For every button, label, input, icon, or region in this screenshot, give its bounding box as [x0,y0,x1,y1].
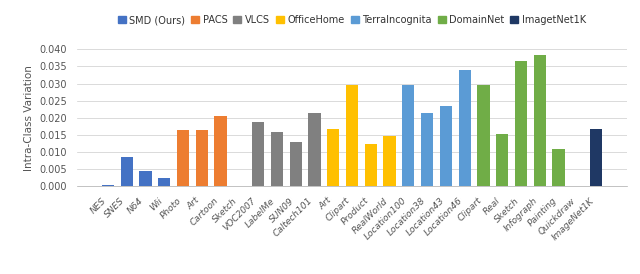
Bar [120,157,132,186]
Bar [289,142,302,186]
Bar [477,85,490,186]
Bar [402,85,415,186]
Bar [140,171,152,186]
Bar [346,85,358,186]
Bar [421,113,433,186]
Bar [252,122,264,186]
Bar [552,149,564,186]
Bar [515,61,527,186]
Bar [365,144,377,186]
Bar [440,106,452,186]
Bar [458,70,471,186]
Bar [214,116,227,186]
Bar [496,133,508,186]
Bar [383,136,396,186]
Bar [590,129,602,186]
Bar [158,178,170,186]
Y-axis label: Intra-Class Variation: Intra-Class Variation [24,65,34,171]
Bar [177,130,189,186]
Bar [534,56,546,186]
Legend: SMD (Ours), PACS, VLCS, OfficeHome, TerraIncognita, DomainNet, ImagetNet1K: SMD (Ours), PACS, VLCS, OfficeHome, Terr… [116,13,588,27]
Bar [308,113,321,186]
Bar [102,185,114,186]
Bar [271,132,283,186]
Bar [327,129,339,186]
Bar [196,130,208,186]
